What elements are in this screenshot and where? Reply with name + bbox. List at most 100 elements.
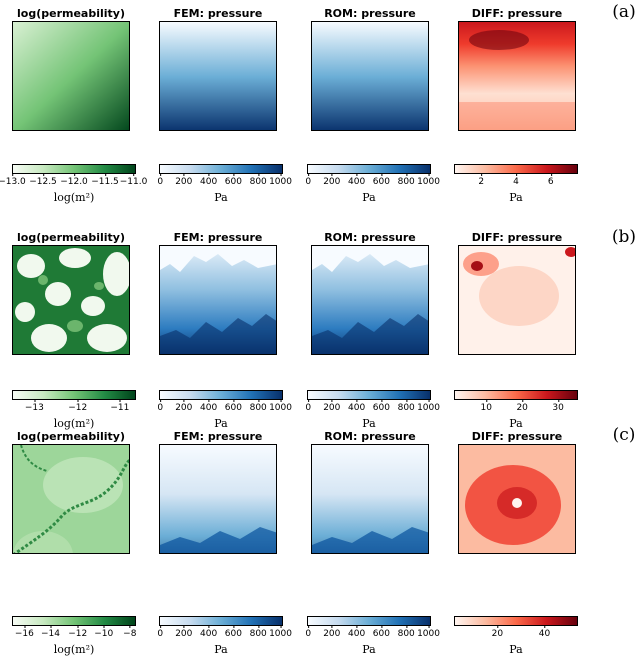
colorbar-unit: Pa	[214, 417, 228, 430]
permeability-map-b	[12, 245, 130, 355]
colorbar-fem-c	[159, 616, 283, 626]
colorbar-rom-a	[307, 164, 431, 174]
tick-label: 40	[538, 625, 551, 639]
tick-label: 6	[547, 173, 554, 187]
diff-pressure-map-b	[458, 245, 576, 355]
panel-title: log(permeability)	[17, 7, 125, 20]
colorbar-ticks: 20 40	[454, 625, 578, 643]
panel-title: DIFF: pressure	[471, 430, 563, 443]
tick-label: −10	[94, 625, 114, 639]
colorbar-unit: Pa	[214, 643, 228, 656]
rom-pressure-map-c	[311, 444, 429, 554]
tick-label: 20	[516, 399, 528, 413]
tick-label: 600	[372, 399, 390, 413]
tick-label: 1000	[417, 399, 440, 413]
colorbar-ticks: 0 200 400 600 800 1000	[305, 173, 440, 191]
tick-label: 400	[200, 399, 218, 413]
colorbar-rom-b	[307, 390, 431, 400]
tick-label: 800	[249, 173, 267, 187]
row-label-c: (c)	[612, 425, 636, 445]
tick-label: 0	[157, 625, 164, 639]
tick-label: −12	[68, 625, 88, 639]
panel-title: DIFF: pressure	[471, 231, 563, 244]
tick-label: 800	[249, 625, 267, 639]
colorbar-ticks: 10 20 30	[454, 399, 578, 417]
colorbar-fem-b	[159, 390, 283, 400]
panel-title: log(permeability)	[17, 430, 125, 443]
tick-label: 200	[175, 399, 193, 413]
tick-label: 4	[513, 173, 519, 187]
colorbar-unit: log(m²)	[53, 643, 95, 656]
rom-pressure-map-a	[311, 21, 429, 131]
colorbar-ticks: 0 200 400 600 800 1000	[157, 399, 292, 417]
tick-label: 200	[323, 173, 341, 187]
colorbar-unit: Pa	[362, 417, 376, 430]
tick-label: −11.0	[119, 173, 148, 187]
tick-label: −14	[40, 625, 60, 639]
fem-pressure-map-b	[159, 245, 277, 355]
tick-label: −12	[68, 399, 88, 413]
tick-label: 20	[491, 625, 504, 639]
panel-title: ROM: pressure	[324, 231, 416, 244]
fem-pressure-map-c	[159, 444, 277, 554]
colorbar-ticks: −13 −12 −11	[12, 399, 136, 417]
colorbar-diff-b	[454, 390, 578, 400]
tick-label: −12.0	[60, 173, 88, 187]
tick-label: 400	[348, 173, 366, 187]
tick-label: 0	[305, 625, 312, 639]
colorbar-unit: Pa	[362, 191, 376, 204]
tick-label: 800	[397, 625, 415, 639]
tick-label: 1000	[417, 173, 440, 187]
tick-label: 800	[397, 399, 415, 413]
colorbar-permeability-c	[12, 616, 136, 626]
tick-label: 400	[200, 173, 218, 187]
colorbar-ticks: 0 200 400 600 800 1000	[157, 173, 292, 191]
colorbar-unit: log(m²)	[53, 191, 95, 204]
colorbar-ticks: 2 4 6	[454, 173, 578, 191]
panel-title: log(permeability)	[17, 231, 125, 244]
tick-label: 1000	[269, 173, 292, 187]
tick-label: 10	[480, 399, 492, 413]
tick-label: 600	[224, 173, 242, 187]
rom-pressure-map-b	[311, 245, 429, 355]
tick-label: 0	[305, 173, 312, 187]
tick-label: 0	[157, 399, 164, 413]
colorbar-unit: Pa	[509, 643, 523, 656]
colorbar-ticks: 0 200 400 600 800 1000	[157, 625, 292, 643]
tick-label: −13	[24, 399, 44, 413]
permeability-map-a	[12, 21, 130, 131]
tick-label: 30	[552, 399, 564, 413]
tick-label: −16	[14, 625, 34, 639]
tick-label: 0	[305, 399, 312, 413]
colorbar-unit: Pa	[214, 191, 228, 204]
tick-label: 600	[372, 625, 390, 639]
colorbar-unit: Pa	[509, 191, 523, 204]
panel-title: FEM: pressure	[173, 231, 263, 244]
tick-label: −11	[110, 399, 130, 413]
tick-label: 200	[323, 399, 341, 413]
tick-label: 400	[348, 399, 366, 413]
colorbar-ticks: 0 200 400 600 800 1000	[305, 399, 440, 417]
tick-label: 800	[249, 399, 267, 413]
diff-pressure-map-a	[458, 21, 576, 131]
tick-label: −8	[123, 625, 137, 639]
tick-label: 600	[372, 173, 390, 187]
tick-label: 400	[348, 625, 366, 639]
colorbar-ticks: −13.0 −12.5 −12.0 −11.5 −11.0	[0, 173, 147, 191]
tick-label: 2	[478, 173, 485, 187]
panel-title: FEM: pressure	[173, 430, 263, 443]
tick-label: 200	[323, 625, 341, 639]
row-label-a: (a)	[612, 2, 636, 22]
colorbar-ticks: −16 −14 −12 −10 −8	[12, 625, 137, 643]
tick-label: 1000	[269, 625, 292, 639]
tick-label: 400	[200, 625, 218, 639]
tick-label: 200	[175, 625, 193, 639]
panel-title: DIFF: pressure	[471, 7, 563, 20]
panel-title: ROM: pressure	[324, 7, 416, 20]
tick-label: 0	[157, 173, 164, 187]
tick-label: −11.5	[91, 173, 119, 187]
tick-label: 200	[175, 173, 193, 187]
colorbar-unit: Pa	[362, 643, 376, 656]
diff-pressure-map-c	[458, 444, 576, 554]
tick-label: 800	[397, 173, 415, 187]
